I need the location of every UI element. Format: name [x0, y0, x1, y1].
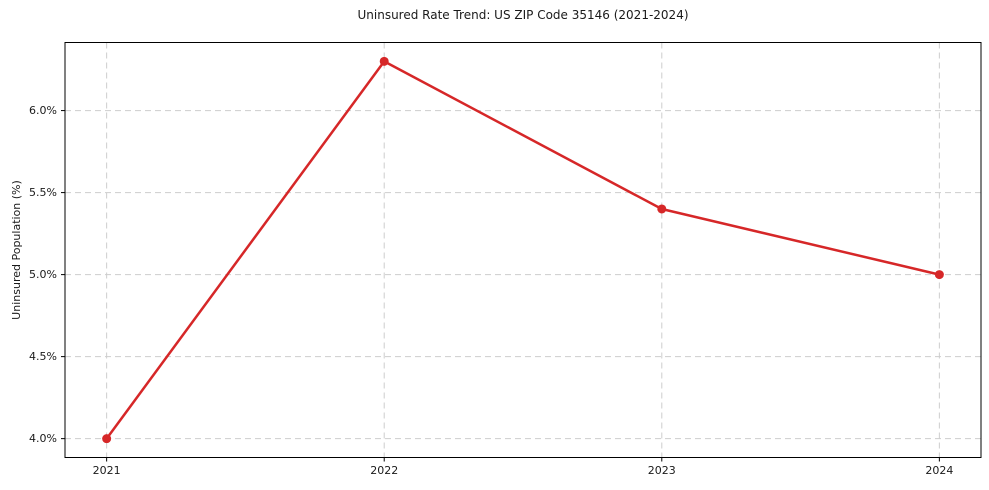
- data-point-marker: [102, 434, 112, 444]
- data-point-marker: [379, 56, 389, 66]
- axes-border: [64, 42, 982, 458]
- y-tick-label: 6.0%: [29, 103, 57, 117]
- data-point-marker: [657, 204, 667, 214]
- trend-line: [105, 60, 941, 440]
- y-tick-label: 5.0%: [29, 267, 57, 281]
- chart-title: Uninsured Rate Trend: US ZIP Code 35146 …: [357, 8, 689, 22]
- y-tick-label: 5.5%: [29, 185, 57, 199]
- x-tick-label: 2023: [647, 463, 676, 477]
- data-point-marker: [934, 270, 944, 280]
- y-tick-label: 4.5%: [29, 349, 57, 363]
- y-tick-label: 4.0%: [29, 431, 57, 445]
- x-tick-label: 2024: [925, 463, 954, 477]
- x-tick-label: 2022: [370, 463, 399, 477]
- x-tick-label: 2021: [92, 463, 121, 477]
